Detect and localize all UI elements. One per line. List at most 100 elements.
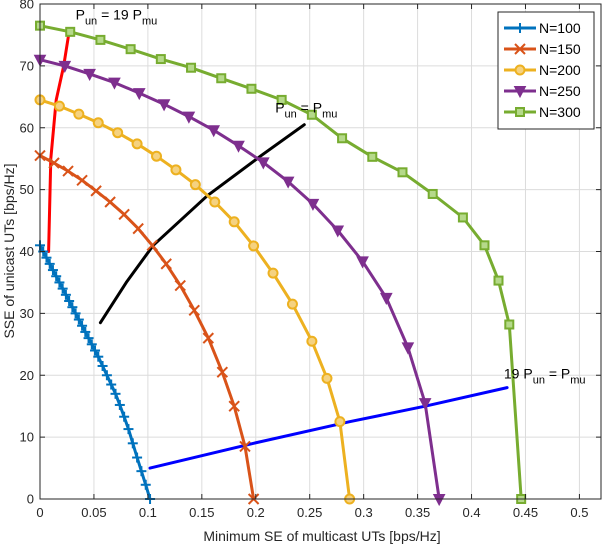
data-point xyxy=(216,73,227,84)
annotation-text: P xyxy=(275,99,284,115)
data-point xyxy=(90,185,102,197)
y-tick-label: 0 xyxy=(27,492,34,507)
data-point xyxy=(276,94,287,105)
data-point xyxy=(110,388,121,399)
x-tick-label: 0.25 xyxy=(297,505,322,520)
legend-label: N=150 xyxy=(539,41,581,57)
data-point xyxy=(170,164,182,176)
annotation-text: P xyxy=(76,6,85,22)
data-point xyxy=(123,424,134,435)
annotation-text: = P xyxy=(297,99,322,115)
legend-marker xyxy=(515,23,525,33)
data-point xyxy=(232,140,245,153)
annotation-text: = 19 P xyxy=(97,6,142,22)
data-point xyxy=(228,216,240,228)
annotation-subscript: un xyxy=(285,108,297,120)
y-tick-label: 40 xyxy=(20,244,34,259)
legend-marker xyxy=(513,86,527,99)
data-point xyxy=(92,117,104,129)
data-point xyxy=(140,479,151,490)
data-point xyxy=(106,379,117,390)
frontier-line xyxy=(47,30,71,253)
data-point xyxy=(216,366,229,378)
data-point xyxy=(73,314,84,325)
frontier-line xyxy=(148,386,509,470)
data-point xyxy=(189,179,201,191)
x-tick-label: 0.1 xyxy=(139,505,157,520)
data-point xyxy=(83,68,96,81)
data-point xyxy=(136,466,147,477)
data-point xyxy=(51,271,62,282)
y-tick-label: 20 xyxy=(20,368,34,383)
data-point xyxy=(90,345,101,356)
data-point xyxy=(125,44,136,55)
data-point xyxy=(379,292,393,305)
x-tick-label: 0.3 xyxy=(355,505,373,520)
axis-ticks: 0 0.05 0.1 0.15 0.2 0.25 0.3 0.35 0.4 0.45 0.5 0 10 2… xyxy=(20,0,601,520)
data-point xyxy=(118,208,130,221)
data-point xyxy=(401,342,415,355)
legend-marker xyxy=(514,43,526,55)
data-point xyxy=(95,34,106,45)
data-point xyxy=(457,212,468,223)
data-point xyxy=(73,108,85,120)
data-point xyxy=(131,138,143,150)
annotation-label: Pun = 19 Pmu xyxy=(76,6,158,27)
data-point xyxy=(132,88,146,101)
legend: N=100 N=150 N=200 N=250 N=300 xyxy=(497,11,595,130)
x-axis-label: Minimum SE of multicast UTs [bps/Hz] xyxy=(203,528,440,544)
data-point xyxy=(57,283,68,294)
data-point xyxy=(188,304,200,316)
data-point xyxy=(248,240,260,252)
data-point xyxy=(174,279,186,292)
legend-item: N=150 xyxy=(504,41,581,57)
legend-marker xyxy=(514,64,526,76)
x-tick-label: 0.15 xyxy=(189,505,214,520)
data-point xyxy=(41,252,52,263)
frontier-line xyxy=(98,123,306,325)
data-point xyxy=(67,302,78,313)
data-point xyxy=(53,100,65,112)
x-tick-label: 0.35 xyxy=(405,505,430,520)
data-point xyxy=(334,416,346,428)
data-point xyxy=(70,308,81,319)
data-point xyxy=(209,196,221,208)
x-tick-label: 0.45 xyxy=(513,505,538,520)
legend-item: N=100 xyxy=(504,20,581,36)
frontier-lines xyxy=(47,30,509,470)
data-point xyxy=(427,188,438,199)
data-point xyxy=(97,360,108,371)
legend-item: N=200 xyxy=(504,62,581,78)
data-point xyxy=(83,333,94,344)
y-tick-label: 50 xyxy=(20,182,34,197)
data-point xyxy=(397,167,408,178)
x-tick-label: 0 xyxy=(36,505,43,520)
data-point xyxy=(76,174,88,187)
data-point xyxy=(256,157,270,170)
y-tick-label: 60 xyxy=(20,120,34,135)
data-point xyxy=(356,256,369,269)
data-point xyxy=(58,60,72,73)
data-point xyxy=(127,438,138,449)
data-point xyxy=(146,239,158,252)
data-point xyxy=(321,372,333,384)
data-point xyxy=(493,275,504,286)
legend-label: N=300 xyxy=(539,104,581,120)
data-point xyxy=(77,320,88,331)
data-point xyxy=(286,298,298,310)
series-n-100 xyxy=(35,240,156,504)
data-point xyxy=(47,265,58,276)
x-tick-label: 0.5 xyxy=(570,505,588,520)
data-point xyxy=(331,225,345,238)
legend-item: N=300 xyxy=(504,104,581,120)
data-point xyxy=(267,267,279,279)
legend-label: N=100 xyxy=(539,20,581,36)
data-point xyxy=(44,258,55,269)
y-tick-label: 80 xyxy=(20,0,34,12)
annotation-label: 19 Pun = Pmu xyxy=(504,365,586,386)
data-point xyxy=(112,127,124,139)
x-tick-label: 0.2 xyxy=(247,505,265,520)
